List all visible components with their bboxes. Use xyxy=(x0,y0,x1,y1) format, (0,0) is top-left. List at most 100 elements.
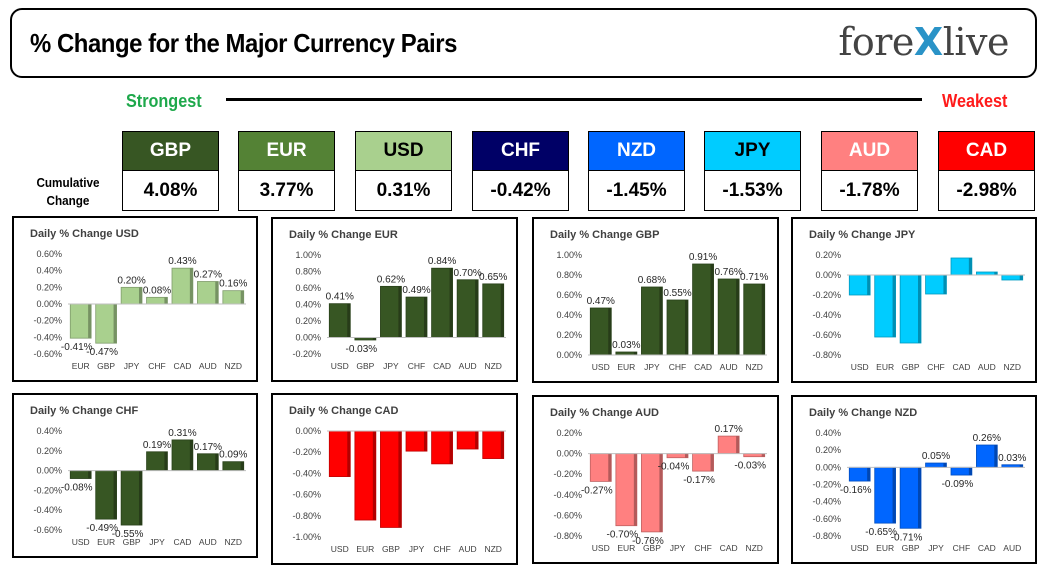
currency-cumulative-value: -1.53% xyxy=(705,171,800,210)
bar-shade xyxy=(710,264,714,355)
x-tick-label: EUR xyxy=(97,537,115,547)
data-label: -0.65% xyxy=(865,527,897,538)
bar-shade xyxy=(867,275,871,295)
bar-shade xyxy=(475,431,479,450)
chart-svg: 1.00% 0.80% 0.60% 0.40% 0.20% 0.00% -0.20% USD 0… xyxy=(292,250,507,371)
y-tick-label: 0.00% xyxy=(556,350,582,360)
logo-text-right: live xyxy=(942,20,1010,64)
y-tick-label: -0.60% xyxy=(33,349,62,359)
bar-usd xyxy=(328,303,351,338)
chart-title: Daily % Change CAD xyxy=(289,405,399,417)
bar-eur xyxy=(354,430,377,521)
chart-title: Daily % Change EUR xyxy=(289,229,398,241)
bar-shade xyxy=(867,467,871,482)
bar-chf xyxy=(431,430,453,465)
currency-name: USD xyxy=(356,132,451,171)
bar-chf xyxy=(692,453,714,472)
chart-panel-jpy: Daily % Change JPY 0.20% 0.00% -0.20% -0.40… xyxy=(791,217,1037,383)
chart-panel-cad: Daily % Change CAD 0.00% -0.20% -0.40% -0.6… xyxy=(271,393,518,565)
bar-usd xyxy=(848,466,871,482)
bar-shade xyxy=(761,284,765,355)
data-label: 0.70% xyxy=(453,268,481,279)
y-tick-label: 0.20% xyxy=(815,250,841,260)
y-tick-label: -0.60% xyxy=(812,514,841,524)
data-label: -0.27% xyxy=(581,485,613,496)
x-tick-label: GBP xyxy=(643,543,661,553)
bar-jpy xyxy=(380,285,402,338)
bar-jpy xyxy=(146,451,168,472)
data-label: -0.71% xyxy=(891,532,923,543)
currency-box: CHF -0.42% xyxy=(472,131,569,211)
data-label: 0.65% xyxy=(479,272,507,283)
currency-name: EUR xyxy=(239,132,334,171)
y-tick-label: 0.20% xyxy=(556,428,582,438)
x-tick-label: JPY xyxy=(670,543,686,553)
y-tick-label: 0.00% xyxy=(815,270,841,280)
cumulative-label-line1: Cumulative xyxy=(36,175,100,190)
currency-box: CAD -2.98% xyxy=(938,131,1035,211)
bar-gbp xyxy=(899,466,922,529)
y-tick-label: 0.00% xyxy=(556,449,582,459)
x-tick-label: CHF xyxy=(148,361,165,371)
currency-box: USD 0.31% xyxy=(355,131,452,211)
y-tick-label: 1.00% xyxy=(556,250,582,260)
x-tick-label: NZD xyxy=(484,361,501,371)
bar-shade xyxy=(633,352,637,355)
bar-usd xyxy=(589,453,612,482)
data-label: 0.08% xyxy=(143,285,171,296)
bar-eur xyxy=(615,453,638,527)
bar-jpy xyxy=(641,286,663,356)
ranking-divider-line xyxy=(226,98,922,101)
bar-chf xyxy=(146,296,168,305)
x-tick-label: NZD xyxy=(745,543,762,553)
y-tick-label: -0.20% xyxy=(812,290,841,300)
bar-aud xyxy=(197,453,219,472)
y-tick-label: -0.40% xyxy=(553,490,582,500)
currency-cumulative-value: -2.98% xyxy=(939,171,1034,210)
bar-shade xyxy=(475,279,479,338)
currency-box: JPY -1.53% xyxy=(704,131,801,211)
y-tick-label: -0.60% xyxy=(812,330,841,340)
weakest-label: Weakest xyxy=(942,91,1008,111)
x-tick-label: NZD xyxy=(484,544,501,554)
x-tick-label: CAD xyxy=(720,543,738,553)
bar-cad xyxy=(431,267,453,338)
data-label: -0.03% xyxy=(734,461,766,472)
y-tick-label: -0.40% xyxy=(812,497,841,507)
bar-chf xyxy=(950,466,973,476)
data-label: 0.19% xyxy=(143,440,171,451)
bar-jpy xyxy=(666,453,689,459)
x-tick-label: JPY xyxy=(928,543,944,553)
bar-shade xyxy=(994,272,998,275)
y-tick-label: -0.40% xyxy=(812,310,841,320)
bar-shade xyxy=(372,431,376,521)
bar-shade xyxy=(736,436,740,454)
chart-title: Daily % Change JPY xyxy=(809,229,916,241)
bar-gbp xyxy=(899,274,922,344)
bar-shade xyxy=(684,300,688,355)
x-tick-label: USD xyxy=(592,543,610,553)
bar-aud xyxy=(717,278,740,356)
data-label: -0.16% xyxy=(840,485,872,496)
x-tick-label: EUR xyxy=(356,544,374,554)
y-tick-label: -0.20% xyxy=(33,316,62,326)
bar-shade xyxy=(423,431,427,452)
bar-gbp xyxy=(95,303,117,344)
y-tick-label: -0.20% xyxy=(33,485,62,495)
currency-cumulative-value: 4.08% xyxy=(123,171,218,210)
data-label: -0.04% xyxy=(658,462,690,473)
currency-cumulative-value: -1.78% xyxy=(822,171,917,210)
data-label: -0.47% xyxy=(86,347,118,358)
strongest-label: Strongest xyxy=(126,91,202,111)
bar-shade xyxy=(347,431,351,477)
currency-name: GBP xyxy=(123,132,218,171)
bar-gbp xyxy=(120,470,143,526)
bar-shade xyxy=(215,453,219,471)
bar-usd xyxy=(589,307,612,356)
currency-name: JPY xyxy=(705,132,800,171)
x-tick-label: GBP xyxy=(97,361,115,371)
x-tick-label: EUR xyxy=(876,543,894,553)
currency-box: EUR 3.77% xyxy=(238,131,335,211)
cumulative-label-line2: Change xyxy=(46,193,90,208)
bar-nzd xyxy=(222,290,245,305)
